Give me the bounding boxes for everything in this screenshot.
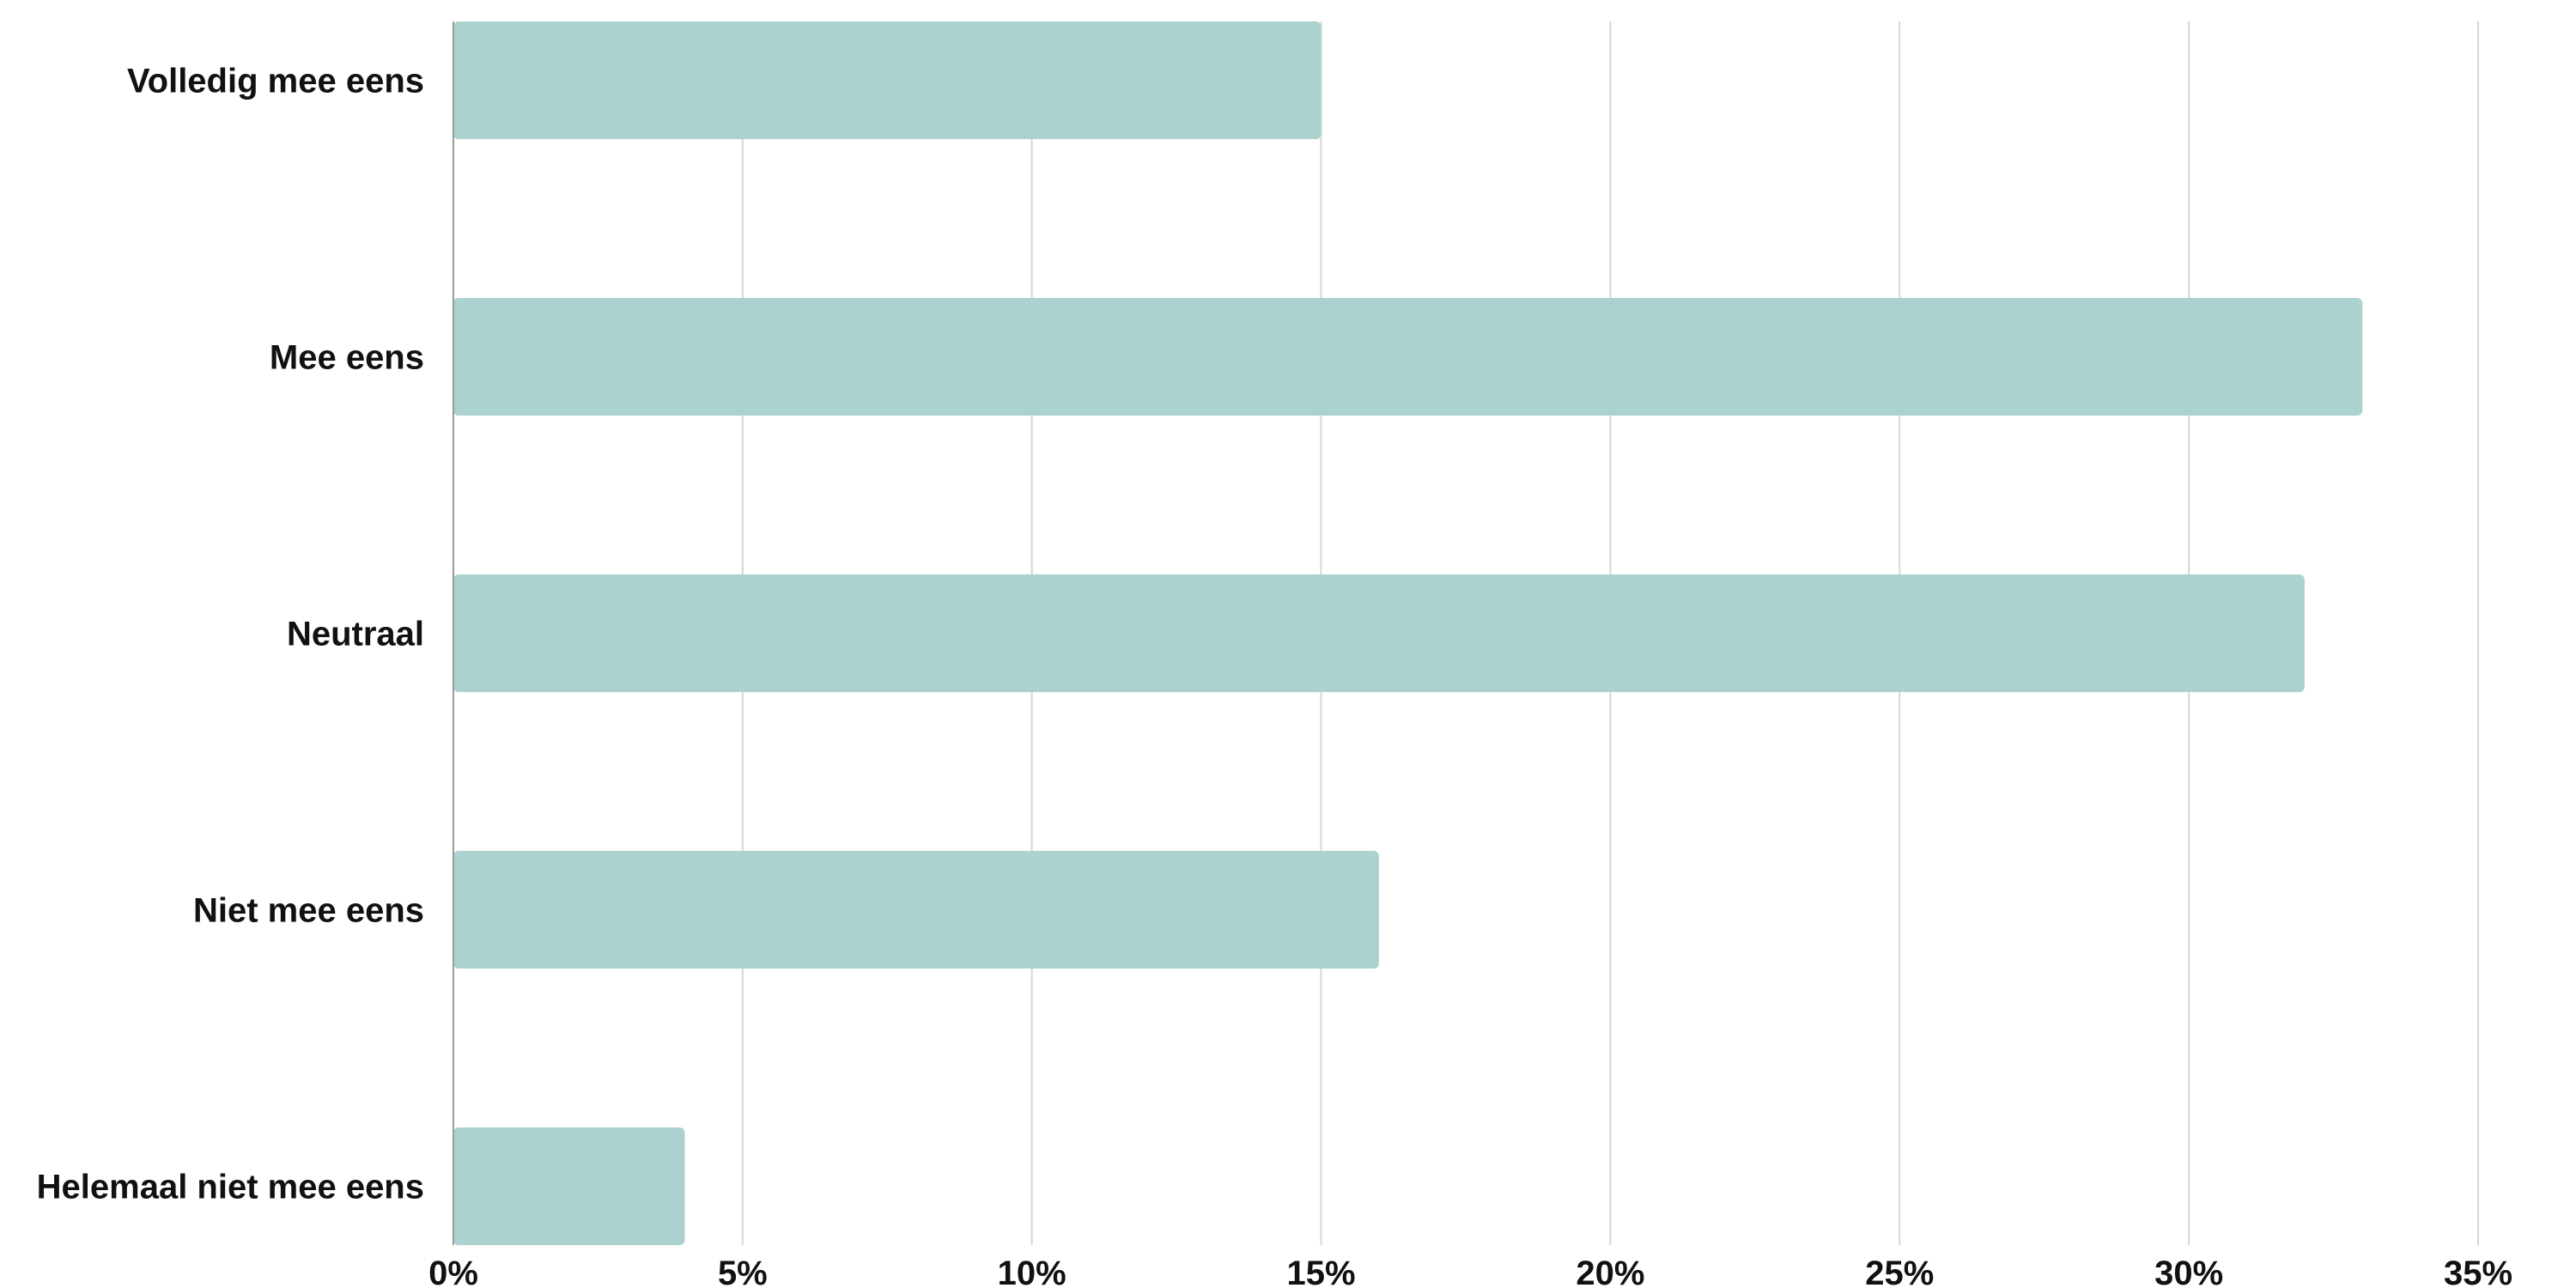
- x-tick-label: 10%: [998, 1255, 1066, 1288]
- bar: [453, 1127, 685, 1245]
- category-label: Volledig mee eens: [127, 63, 424, 100]
- x-tick-label: 15%: [1287, 1255, 1356, 1288]
- bar: [453, 298, 2363, 416]
- bars: [453, 21, 2363, 1245]
- bar: [453, 21, 1321, 139]
- bar: [453, 851, 1379, 969]
- bar: [453, 574, 2305, 692]
- x-tick-label: 20%: [1576, 1255, 1644, 1288]
- category-labels: Volledig mee eens Mee eens Neutraal Niet me…: [37, 63, 424, 1206]
- x-tick-label: 25%: [1865, 1255, 1934, 1288]
- category-label: Mee eens: [270, 339, 424, 377]
- x-tick-labels: 0% 5% 10% 15% 20% 25% 30% 35%: [428, 1255, 2512, 1288]
- category-label: Niet mee eens: [193, 892, 424, 930]
- category-label: Neutraal: [287, 616, 424, 653]
- category-label: Helemaal niet mee eens: [37, 1169, 424, 1206]
- x-tick-label: 30%: [2154, 1255, 2223, 1288]
- x-tick-label: 5%: [718, 1255, 768, 1288]
- x-tick-label: 35%: [2444, 1255, 2512, 1288]
- x-tick-label: 0%: [428, 1255, 478, 1288]
